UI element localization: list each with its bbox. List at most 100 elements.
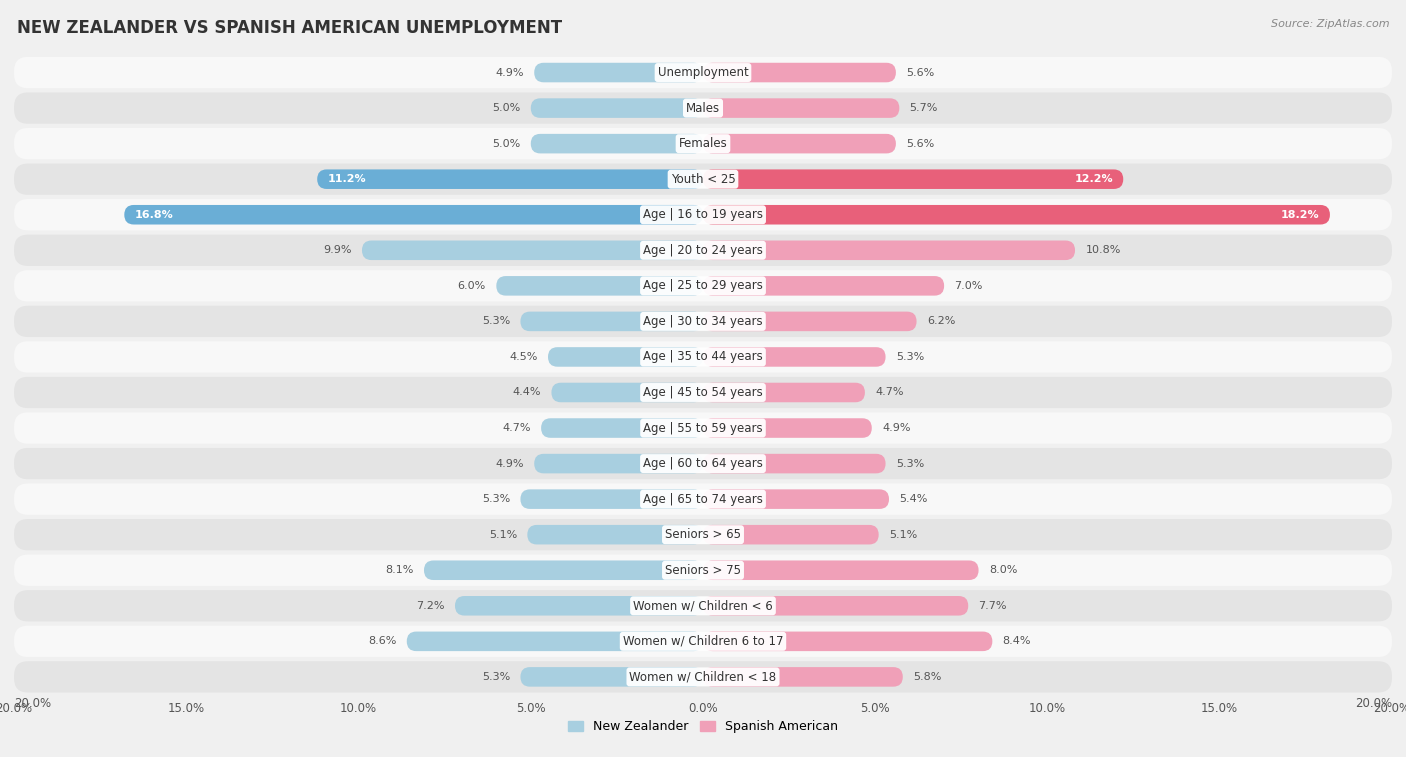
FancyBboxPatch shape xyxy=(14,590,1392,621)
FancyBboxPatch shape xyxy=(703,347,886,366)
FancyBboxPatch shape xyxy=(318,170,703,189)
Text: Age | 35 to 44 years: Age | 35 to 44 years xyxy=(643,350,763,363)
Text: 5.3%: 5.3% xyxy=(896,352,924,362)
FancyBboxPatch shape xyxy=(703,134,896,154)
FancyBboxPatch shape xyxy=(14,270,1392,301)
FancyBboxPatch shape xyxy=(456,596,703,615)
FancyBboxPatch shape xyxy=(520,312,703,331)
FancyBboxPatch shape xyxy=(703,312,917,331)
Text: 5.0%: 5.0% xyxy=(492,139,520,148)
Text: Unemployment: Unemployment xyxy=(658,66,748,79)
FancyBboxPatch shape xyxy=(124,205,703,225)
FancyBboxPatch shape xyxy=(14,235,1392,266)
FancyBboxPatch shape xyxy=(14,626,1392,657)
FancyBboxPatch shape xyxy=(14,662,1392,693)
FancyBboxPatch shape xyxy=(531,134,703,154)
Text: 9.9%: 9.9% xyxy=(323,245,352,255)
FancyBboxPatch shape xyxy=(14,164,1392,195)
Text: 8.1%: 8.1% xyxy=(385,565,413,575)
FancyBboxPatch shape xyxy=(703,241,1076,260)
Text: NEW ZEALANDER VS SPANISH AMERICAN UNEMPLOYMENT: NEW ZEALANDER VS SPANISH AMERICAN UNEMPL… xyxy=(17,19,562,37)
FancyBboxPatch shape xyxy=(527,525,703,544)
FancyBboxPatch shape xyxy=(14,448,1392,479)
Text: 10.8%: 10.8% xyxy=(1085,245,1121,255)
Text: Women w/ Children 6 to 17: Women w/ Children 6 to 17 xyxy=(623,635,783,648)
Text: 7.7%: 7.7% xyxy=(979,601,1007,611)
Text: 20.0%: 20.0% xyxy=(1355,697,1392,710)
Text: Seniors > 75: Seniors > 75 xyxy=(665,564,741,577)
FancyBboxPatch shape xyxy=(14,57,1392,88)
FancyBboxPatch shape xyxy=(520,667,703,687)
Text: 4.5%: 4.5% xyxy=(509,352,537,362)
FancyBboxPatch shape xyxy=(703,453,886,473)
FancyBboxPatch shape xyxy=(14,128,1392,159)
Text: Age | 20 to 24 years: Age | 20 to 24 years xyxy=(643,244,763,257)
FancyBboxPatch shape xyxy=(548,347,703,366)
Text: Age | 25 to 29 years: Age | 25 to 29 years xyxy=(643,279,763,292)
Text: 6.0%: 6.0% xyxy=(458,281,486,291)
FancyBboxPatch shape xyxy=(531,98,703,118)
Text: 7.0%: 7.0% xyxy=(955,281,983,291)
Text: 4.9%: 4.9% xyxy=(495,67,524,77)
Text: 5.1%: 5.1% xyxy=(889,530,917,540)
FancyBboxPatch shape xyxy=(14,341,1392,372)
Text: Males: Males xyxy=(686,101,720,114)
Text: 7.2%: 7.2% xyxy=(416,601,444,611)
FancyBboxPatch shape xyxy=(14,199,1392,230)
FancyBboxPatch shape xyxy=(14,484,1392,515)
FancyBboxPatch shape xyxy=(534,453,703,473)
FancyBboxPatch shape xyxy=(703,383,865,402)
Text: 8.4%: 8.4% xyxy=(1002,637,1031,646)
Text: Age | 65 to 74 years: Age | 65 to 74 years xyxy=(643,493,763,506)
Text: 4.9%: 4.9% xyxy=(882,423,911,433)
Text: 4.9%: 4.9% xyxy=(495,459,524,469)
Text: 4.7%: 4.7% xyxy=(502,423,531,433)
Text: 8.0%: 8.0% xyxy=(988,565,1018,575)
FancyBboxPatch shape xyxy=(703,631,993,651)
FancyBboxPatch shape xyxy=(703,98,900,118)
FancyBboxPatch shape xyxy=(703,419,872,438)
Text: 12.2%: 12.2% xyxy=(1074,174,1114,184)
Text: 18.2%: 18.2% xyxy=(1281,210,1320,220)
FancyBboxPatch shape xyxy=(703,63,896,83)
Text: 5.4%: 5.4% xyxy=(900,494,928,504)
Text: 11.2%: 11.2% xyxy=(328,174,366,184)
FancyBboxPatch shape xyxy=(703,205,1330,225)
Text: 20.0%: 20.0% xyxy=(14,697,51,710)
FancyBboxPatch shape xyxy=(703,525,879,544)
Text: Age | 30 to 34 years: Age | 30 to 34 years xyxy=(643,315,763,328)
FancyBboxPatch shape xyxy=(14,519,1392,550)
Text: 6.2%: 6.2% xyxy=(927,316,955,326)
FancyBboxPatch shape xyxy=(406,631,703,651)
Text: 4.7%: 4.7% xyxy=(875,388,904,397)
Text: 5.3%: 5.3% xyxy=(482,672,510,682)
Text: Youth < 25: Youth < 25 xyxy=(671,173,735,185)
FancyBboxPatch shape xyxy=(520,489,703,509)
FancyBboxPatch shape xyxy=(703,667,903,687)
FancyBboxPatch shape xyxy=(703,170,1123,189)
FancyBboxPatch shape xyxy=(361,241,703,260)
Text: 5.6%: 5.6% xyxy=(907,139,935,148)
FancyBboxPatch shape xyxy=(703,560,979,580)
Text: Age | 45 to 54 years: Age | 45 to 54 years xyxy=(643,386,763,399)
FancyBboxPatch shape xyxy=(541,419,703,438)
Text: 5.0%: 5.0% xyxy=(492,103,520,113)
Text: Females: Females xyxy=(679,137,727,150)
FancyBboxPatch shape xyxy=(534,63,703,83)
Text: Women w/ Children < 18: Women w/ Children < 18 xyxy=(630,671,776,684)
Text: Age | 16 to 19 years: Age | 16 to 19 years xyxy=(643,208,763,221)
FancyBboxPatch shape xyxy=(14,92,1392,123)
Text: 5.8%: 5.8% xyxy=(912,672,942,682)
Text: 5.7%: 5.7% xyxy=(910,103,938,113)
Text: Seniors > 65: Seniors > 65 xyxy=(665,528,741,541)
Text: Women w/ Children < 6: Women w/ Children < 6 xyxy=(633,600,773,612)
FancyBboxPatch shape xyxy=(703,596,969,615)
Text: 5.3%: 5.3% xyxy=(896,459,924,469)
FancyBboxPatch shape xyxy=(14,413,1392,444)
FancyBboxPatch shape xyxy=(703,276,945,296)
Text: 4.4%: 4.4% xyxy=(513,388,541,397)
FancyBboxPatch shape xyxy=(14,555,1392,586)
Text: 5.3%: 5.3% xyxy=(482,494,510,504)
FancyBboxPatch shape xyxy=(14,306,1392,337)
Text: Age | 60 to 64 years: Age | 60 to 64 years xyxy=(643,457,763,470)
